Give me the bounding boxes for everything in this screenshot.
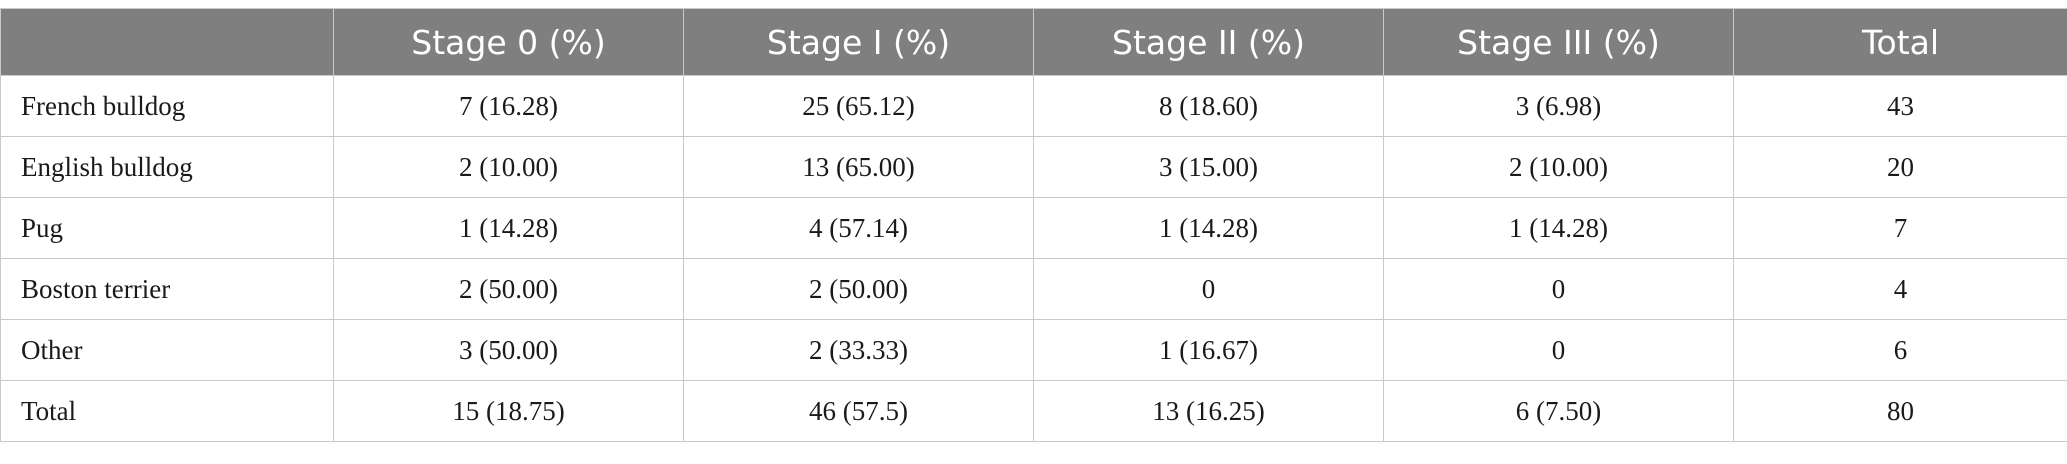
- header-cell-blank: [0, 8, 334, 76]
- data-table-container: Stage 0 (%) Stage I (%) Stage II (%) Sta…: [0, 8, 2067, 442]
- table-row: Other 3 (50.00) 2 (33.33) 1 (16.67) 0 6: [0, 319, 2067, 381]
- row-label-cell: Boston terrier: [0, 258, 334, 320]
- table-cell: 1 (16.67): [1033, 319, 1384, 381]
- header-cell-stage-iii: Stage III (%): [1383, 8, 1734, 76]
- row-label-cell: French bulldog: [0, 75, 334, 137]
- table-cell: 25 (65.12): [683, 75, 1034, 137]
- table-cell: 0: [1033, 258, 1384, 320]
- table-cell: 1 (14.28): [333, 197, 684, 259]
- table-cell: 6: [1733, 319, 2067, 381]
- table-cell: 2 (50.00): [683, 258, 1034, 320]
- table-cell: 20: [1733, 136, 2067, 198]
- row-label-cell: Other: [0, 319, 334, 381]
- table-cell: 43: [1733, 75, 2067, 137]
- stage-distribution-table: Stage 0 (%) Stage I (%) Stage II (%) Sta…: [0, 8, 2067, 442]
- table-cell: 8 (18.60): [1033, 75, 1384, 137]
- table-row: French bulldog 7 (16.28) 25 (65.12) 8 (1…: [0, 75, 2067, 137]
- table-cell: 7 (16.28): [333, 75, 684, 137]
- table-row: English bulldog 2 (10.00) 13 (65.00) 3 (…: [0, 136, 2067, 198]
- row-label-cell: English bulldog: [0, 136, 334, 198]
- table-header: Stage 0 (%) Stage I (%) Stage II (%) Sta…: [0, 8, 2067, 76]
- table-cell: 0: [1383, 319, 1734, 381]
- header-cell-total: Total: [1733, 8, 2067, 76]
- header-cell-stage-ii: Stage II (%): [1033, 8, 1384, 76]
- table-cell: 13 (65.00): [683, 136, 1034, 198]
- row-label-cell: Pug: [0, 197, 334, 259]
- table-body: French bulldog 7 (16.28) 25 (65.12) 8 (1…: [0, 75, 2067, 442]
- table-cell: 2 (50.00): [333, 258, 684, 320]
- table-cell: 46 (57.5): [683, 380, 1034, 442]
- row-label-cell: Total: [0, 380, 334, 442]
- header-cell-stage-i: Stage I (%): [683, 8, 1034, 76]
- header-row: Stage 0 (%) Stage I (%) Stage II (%) Sta…: [0, 8, 2067, 76]
- table-row: Boston terrier 2 (50.00) 2 (50.00) 0 0 4: [0, 258, 2067, 320]
- table-cell: 6 (7.50): [1383, 380, 1734, 442]
- table-cell: 7: [1733, 197, 2067, 259]
- table-cell: 13 (16.25): [1033, 380, 1384, 442]
- table-cell: 2 (33.33): [683, 319, 1034, 381]
- table-row-total: Total 15 (18.75) 46 (57.5) 13 (16.25) 6 …: [0, 380, 2067, 442]
- table-cell: 80: [1733, 380, 2067, 442]
- table-cell: 2 (10.00): [333, 136, 684, 198]
- table-cell: 15 (18.75): [333, 380, 684, 442]
- table-cell: 1 (14.28): [1383, 197, 1734, 259]
- table-cell: 4 (57.14): [683, 197, 1034, 259]
- table-cell: 1 (14.28): [1033, 197, 1384, 259]
- table-cell: 3 (6.98): [1383, 75, 1734, 137]
- table-cell: 3 (15.00): [1033, 136, 1384, 198]
- header-cell-stage-0: Stage 0 (%): [333, 8, 684, 76]
- table-row: Pug 1 (14.28) 4 (57.14) 1 (14.28) 1 (14.…: [0, 197, 2067, 259]
- table-cell: 3 (50.00): [333, 319, 684, 381]
- table-cell: 4: [1733, 258, 2067, 320]
- table-cell: 2 (10.00): [1383, 136, 1734, 198]
- table-cell: 0: [1383, 258, 1734, 320]
